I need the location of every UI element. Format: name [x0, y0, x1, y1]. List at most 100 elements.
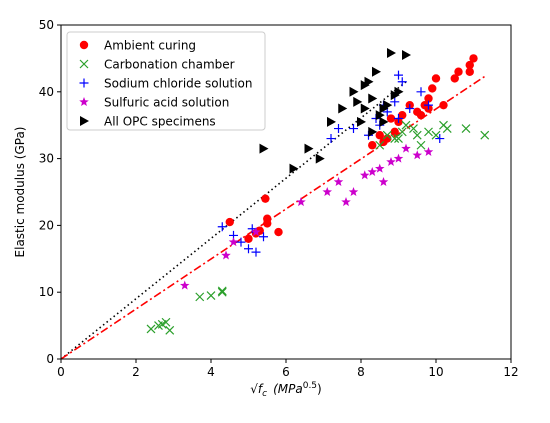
data-point-carbonation-chamber: [217, 286, 227, 296]
data-point-all-opc-specimens: [338, 103, 348, 114]
data-point-sodium-chloride-solution: [217, 222, 227, 232]
x-tick-label: 4: [207, 365, 215, 379]
data-point-sulfuric-acid-solution: [348, 187, 359, 197]
legend-label-carbonation-chamber: Carbonation chamber: [104, 58, 235, 72]
data-point-all-opc-specimens: [315, 153, 325, 164]
fit-line-dashdot: [60, 75, 486, 360]
data-point-sodium-chloride-solution: [416, 87, 426, 97]
data-point-carbonation-chamber: [431, 130, 441, 140]
data-point-all-opc-specimens: [364, 76, 374, 87]
data-point-carbonation-chamber: [206, 291, 216, 300]
data-point-sulfuric-acid-solution: [423, 146, 434, 156]
legend: Ambient curing Carbonation chamber Sodium …: [66, 31, 266, 131]
data-point-sodium-chloride-solution: [394, 70, 403, 80]
data-point-all-opc-specimens: [289, 163, 299, 174]
data-point-carbonation-chamber: [146, 324, 156, 334]
data-point-sulfuric-acid-solution: [296, 197, 306, 207]
data-point-ambient-curing: [383, 134, 392, 143]
x-axis-label-unit-open: (MPa: [273, 382, 303, 396]
data-point-ambient-curing: [469, 54, 478, 63]
data-point-all-opc-specimens: [402, 50, 411, 61]
y-tick-label: 50: [39, 18, 54, 32]
legend-label-all-opc-specimens: All OPC specimens: [104, 115, 216, 129]
data-point-carbonation-chamber: [461, 124, 471, 133]
data-point-ambient-curing: [416, 110, 426, 120]
data-point-sulfuric-acid-solution: [228, 237, 239, 247]
data-point-carbonation-chamber: [412, 130, 422, 140]
data-point-sodium-chloride-solution: [424, 100, 433, 110]
data-point-sodium-chloride-solution: [405, 104, 415, 113]
data-point-ambient-curing: [465, 60, 474, 70]
data-point-all-opc-specimens: [394, 86, 404, 97]
data-point-all-opc-specimens: [357, 116, 366, 127]
data-point-ambient-curing: [454, 67, 463, 76]
data-point-carbonation-chamber: [442, 124, 452, 133]
data-point-ambient-curing: [244, 234, 253, 243]
data-point-all-opc-specimens: [379, 116, 389, 127]
data-point-sulfuric-acid-solution: [333, 176, 344, 187]
data-point-sodium-chloride-solution: [236, 237, 246, 247]
data-point-ambient-curing: [450, 74, 459, 83]
data-point-carbonation-chamber: [390, 134, 400, 143]
data-point-sulfuric-acid-solution: [359, 170, 370, 180]
data-markers: [146, 48, 490, 335]
data-point-carbonation-chamber: [165, 325, 175, 335]
data-point-ambient-curing: [398, 110, 407, 120]
data-point-carbonation-chamber: [424, 127, 433, 137]
data-point-sulfuric-acid-solution: [179, 280, 190, 290]
data-point-all-opc-specimens: [368, 126, 378, 137]
data-point-all-opc-specimens: [375, 110, 385, 121]
x-tick-label: 0: [57, 365, 65, 379]
data-point-ambient-curing: [225, 217, 234, 227]
legend-marker-sulfuric-acid-solution: [79, 97, 89, 107]
data-point-sulfuric-acid-solution: [412, 150, 423, 160]
x-axis-label-sub: c: [262, 389, 267, 399]
data-point-sodium-chloride-solution: [435, 134, 445, 144]
data-point-carbonation-chamber: [394, 134, 403, 143]
y-tick-label: 30: [39, 152, 54, 166]
data-point-sodium-chloride-solution: [326, 134, 336, 144]
x-axis-label-base: f: [258, 382, 264, 396]
data-point-carbonation-chamber: [161, 317, 171, 327]
data-point-sulfuric-acid-solution: [221, 250, 231, 260]
data-point-sodium-chloride-solution: [247, 224, 257, 234]
data-point-sulfuric-acid-solution: [251, 227, 261, 237]
data-point-sodium-chloride-solution: [349, 124, 358, 134]
legend-label-sulfuric-acid-solution: Sulfuric acid solution: [104, 96, 229, 110]
y-tick-label: 40: [39, 85, 54, 99]
data-point-carbonation-chamber: [382, 130, 392, 140]
data-point-all-opc-specimens: [360, 103, 370, 114]
data-point-ambient-curing: [274, 227, 283, 237]
data-point-all-opc-specimens: [349, 86, 359, 97]
data-point-sulfuric-acid-solution: [322, 187, 333, 197]
data-point-sodium-chloride-solution: [251, 247, 261, 257]
y-axis-label: Elastic modulus (GPa): [13, 127, 27, 258]
data-point-carbonation-chamber: [401, 120, 411, 130]
data-point-all-opc-specimens: [304, 143, 314, 154]
legend-marker-ambient-curing: [79, 40, 89, 50]
data-point-ambient-curing: [390, 127, 399, 137]
data-point-ambient-curing: [465, 67, 474, 76]
x-tick-label: 2: [132, 365, 140, 379]
data-point-all-opc-specimens: [383, 100, 393, 111]
data-point-carbonation-chamber: [480, 130, 490, 140]
data-point-sulfuric-acid-solution: [401, 143, 411, 153]
x-axis-label-unit-close: ): [317, 382, 322, 396]
legend-marker-carbonation-chamber: [79, 59, 89, 69]
data-point-sulfuric-acid-solution: [386, 156, 396, 166]
x-tick-label: 12: [503, 365, 518, 379]
data-point-all-opc-specimens: [372, 66, 381, 77]
data-point-all-opc-specimens: [368, 93, 378, 104]
data-point-sodium-chloride-solution: [390, 97, 400, 107]
data-point-all-opc-specimens: [259, 143, 269, 154]
data-point-ambient-curing: [375, 131, 384, 140]
legend-box: [66, 31, 266, 131]
x-axis-label-unit-exp: 0.5: [303, 381, 317, 391]
y-tick-label: 0: [46, 352, 54, 366]
data-point-carbonation-chamber: [409, 124, 418, 133]
data-point-ambient-curing: [439, 100, 448, 110]
legend-label-sodium-chloride-solution: Sodium chloride solution: [104, 77, 253, 91]
data-point-all-opc-specimens: [327, 116, 336, 127]
axis-ticks: 0 2 4 6 8 10 12 0 10 20 30 40 50: [39, 18, 519, 379]
